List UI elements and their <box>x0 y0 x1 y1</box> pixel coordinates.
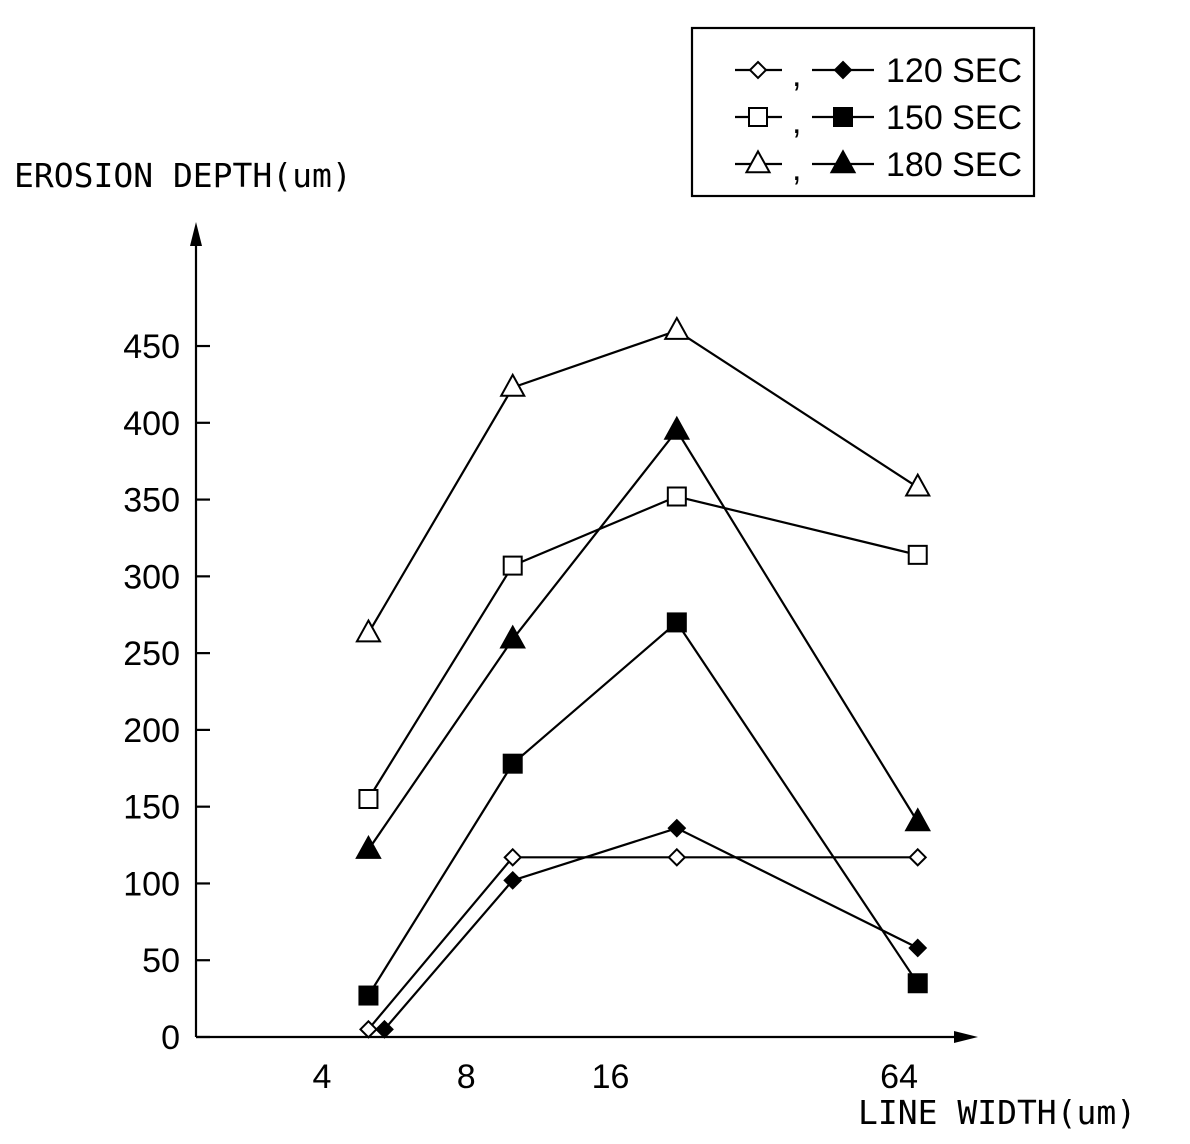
legend-label: 180 SEC <box>886 146 1022 184</box>
data-point-triangle <box>357 837 380 858</box>
x-tick-label: 8 <box>457 1058 476 1096</box>
data-point-diamond <box>910 849 926 865</box>
legend-item: , 180 SEC <box>735 146 1022 188</box>
legend-square-filled-icon <box>834 108 852 126</box>
y-tick-label: 0 <box>161 1019 180 1057</box>
legend-item: , 120 SEC <box>735 52 1022 94</box>
legend-triangle-open-icon <box>746 151 769 172</box>
y-tick-label: 400 <box>123 405 180 443</box>
x-ticks: 4 8 16 64 <box>313 1058 918 1096</box>
legend-rows: , 120 SEC, 150 SEC, 180 SEC <box>735 52 1022 188</box>
legend-triangle-filled-icon <box>831 151 854 172</box>
legend: , 120 SEC, 150 SEC, 180 SEC <box>692 28 1034 196</box>
data-point-square <box>359 790 377 808</box>
y-axis-arrow-icon <box>190 222 202 246</box>
legend-label: 120 SEC <box>886 52 1022 90</box>
series-line <box>368 497 917 800</box>
series-triangle-filled <box>357 418 929 858</box>
series-line <box>368 331 917 634</box>
legend-diamond-open-icon <box>750 62 766 78</box>
y-tick-label: 250 <box>123 635 180 673</box>
series-group <box>357 318 929 1037</box>
data-point-triangle <box>665 318 688 339</box>
x-tick-label: 64 <box>880 1058 918 1096</box>
data-point-triangle <box>665 418 688 439</box>
y-tick-label: 50 <box>142 942 180 980</box>
data-point-square <box>668 488 686 506</box>
legend-label: 150 SEC <box>886 99 1022 137</box>
y-tick-label: 150 <box>123 789 180 827</box>
data-point-square <box>359 987 377 1005</box>
series-square-filled <box>359 613 926 1004</box>
series-line <box>368 857 917 1029</box>
data-point-diamond <box>910 940 926 956</box>
y-tick-label: 450 <box>123 328 180 366</box>
y-tick-label: 350 <box>123 482 180 520</box>
x-tick-label: 16 <box>592 1058 630 1096</box>
series-triangle-open <box>357 318 929 641</box>
legend-separator: , <box>792 150 801 188</box>
legend-square-open-icon <box>749 108 767 126</box>
data-point-triangle <box>357 621 380 642</box>
x-axis-label: LINE WIDTH(um) <box>858 1093 1136 1132</box>
data-point-diamond <box>669 849 685 865</box>
series-square-open <box>359 488 926 808</box>
legend-separator: , <box>792 103 801 141</box>
data-point-square <box>668 613 686 631</box>
legend-separator: , <box>792 56 801 94</box>
y-axis-label: EROSION DEPTH(um) <box>14 156 352 195</box>
y-tick-label: 200 <box>123 712 180 750</box>
data-point-square <box>909 974 927 992</box>
data-point-diamond <box>669 820 685 836</box>
data-point-square <box>909 546 927 564</box>
legend-item: , 150 SEC <box>735 99 1022 141</box>
data-point-square <box>504 557 522 575</box>
legend-diamond-filled-icon <box>835 62 851 78</box>
x-tick-label: 4 <box>313 1058 332 1096</box>
data-point-triangle <box>906 475 929 496</box>
x-axis-arrow-icon <box>954 1031 978 1043</box>
data-point-square <box>504 755 522 773</box>
series-line <box>368 622 917 995</box>
series-diamond-open <box>360 849 925 1037</box>
y-tick-label: 300 <box>123 558 180 596</box>
data-point-triangle <box>906 809 929 830</box>
series-diamond-filled <box>376 820 925 1037</box>
y-tick-label: 100 <box>123 865 180 903</box>
